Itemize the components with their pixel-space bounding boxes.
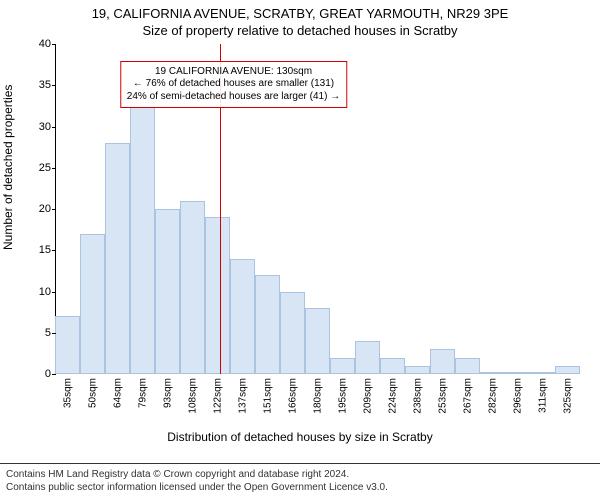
bar bbox=[230, 259, 255, 375]
bar bbox=[180, 201, 205, 374]
bar bbox=[105, 143, 130, 374]
y-tick-label: 35 bbox=[39, 79, 51, 91]
x-tick-label: 151sqm bbox=[262, 378, 273, 414]
y-tick-label: 25 bbox=[39, 162, 51, 174]
x-tick-label: 108sqm bbox=[187, 378, 198, 414]
x-tick-label: 238sqm bbox=[412, 378, 423, 414]
x-tick-label: 311sqm bbox=[537, 378, 548, 413]
x-tick-label: 296sqm bbox=[512, 378, 523, 414]
figure-footer: Contains HM Land Registry data © Crown c… bbox=[0, 463, 600, 500]
annotation-line2: ← 76% of detached houses are smaller (13… bbox=[127, 78, 340, 91]
x-axis: 35sqm 50sqm 64sqm 79sqm 93sqm 108sqm 122sqm 137… bbox=[55, 374, 580, 434]
x-tick-label: 79sqm bbox=[137, 378, 148, 408]
chart-title-line2: Size of property relative to detached ho… bbox=[0, 23, 600, 38]
annotation-line3: 24% of semi-detached houses are larger (… bbox=[127, 91, 340, 104]
chart-title-line1: 19, CALIFORNIA AVENUE, SCRATBY, GREAT YA… bbox=[0, 6, 600, 21]
y-tick-mark bbox=[52, 250, 56, 251]
x-tick-label: 50sqm bbox=[87, 378, 98, 408]
y-tick-label: 0 bbox=[45, 368, 51, 380]
bar bbox=[380, 358, 405, 375]
y-tick-label: 30 bbox=[39, 121, 51, 133]
bar bbox=[555, 366, 580, 374]
y-tick-label: 10 bbox=[39, 286, 51, 298]
bar bbox=[80, 234, 105, 374]
annotation-line1: 19 CALIFORNIA AVENUE: 130sqm bbox=[127, 66, 340, 79]
x-tick-label: 180sqm bbox=[312, 378, 323, 414]
y-tick-mark bbox=[52, 85, 56, 86]
x-tick-label: 137sqm bbox=[237, 378, 248, 414]
y-axis: 0510152025303540 bbox=[0, 44, 55, 374]
y-tick-label: 40 bbox=[39, 38, 51, 50]
annotation-box: 19 CALIFORNIA AVENUE: 130sqm ← 76% of de… bbox=[120, 61, 347, 109]
y-tick-mark bbox=[52, 168, 56, 169]
bar bbox=[430, 349, 455, 374]
x-tick-label: 166sqm bbox=[287, 378, 298, 414]
bar bbox=[455, 358, 480, 375]
footer-line1: Contains HM Land Registry data © Crown c… bbox=[6, 468, 594, 481]
y-tick-mark bbox=[52, 292, 56, 293]
x-tick-label: 325sqm bbox=[562, 378, 573, 414]
x-tick-label: 93sqm bbox=[162, 378, 173, 408]
bar bbox=[205, 217, 230, 374]
bar bbox=[255, 275, 280, 374]
y-tick-mark bbox=[52, 127, 56, 128]
y-tick-mark bbox=[52, 333, 56, 334]
figure: 19, CALIFORNIA AVENUE, SCRATBY, GREAT YA… bbox=[0, 0, 600, 500]
bar bbox=[305, 308, 330, 374]
bar bbox=[280, 292, 305, 375]
y-tick-label: 5 bbox=[45, 327, 51, 339]
x-tick-label: 224sqm bbox=[387, 378, 398, 414]
y-tick-mark bbox=[52, 44, 56, 45]
x-tick-label: 253sqm bbox=[437, 378, 448, 414]
x-tick-label: 195sqm bbox=[337, 378, 348, 414]
x-tick-label: 35sqm bbox=[62, 378, 73, 408]
y-tick-label: 20 bbox=[39, 203, 51, 215]
bar bbox=[55, 316, 80, 374]
x-tick-label: 122sqm bbox=[212, 378, 223, 414]
y-tick-mark bbox=[52, 209, 56, 210]
chart-title: 19, CALIFORNIA AVENUE, SCRATBY, GREAT YA… bbox=[0, 0, 600, 38]
x-tick-label: 64sqm bbox=[112, 378, 123, 408]
bar bbox=[355, 341, 380, 374]
bar bbox=[330, 358, 355, 375]
plot-area: 19 CALIFORNIA AVENUE: 130sqm ← 76% of de… bbox=[55, 44, 580, 374]
x-tick-label: 267sqm bbox=[462, 378, 473, 414]
footer-line2: Contains public sector information licen… bbox=[6, 481, 594, 494]
y-tick-label: 15 bbox=[39, 244, 51, 256]
x-axis-label: Distribution of detached houses by size … bbox=[0, 430, 600, 444]
bar bbox=[130, 102, 155, 374]
x-tick-label: 282sqm bbox=[487, 378, 498, 414]
bar bbox=[155, 209, 180, 374]
bar bbox=[405, 366, 430, 374]
x-tick-label: 209sqm bbox=[362, 378, 373, 414]
